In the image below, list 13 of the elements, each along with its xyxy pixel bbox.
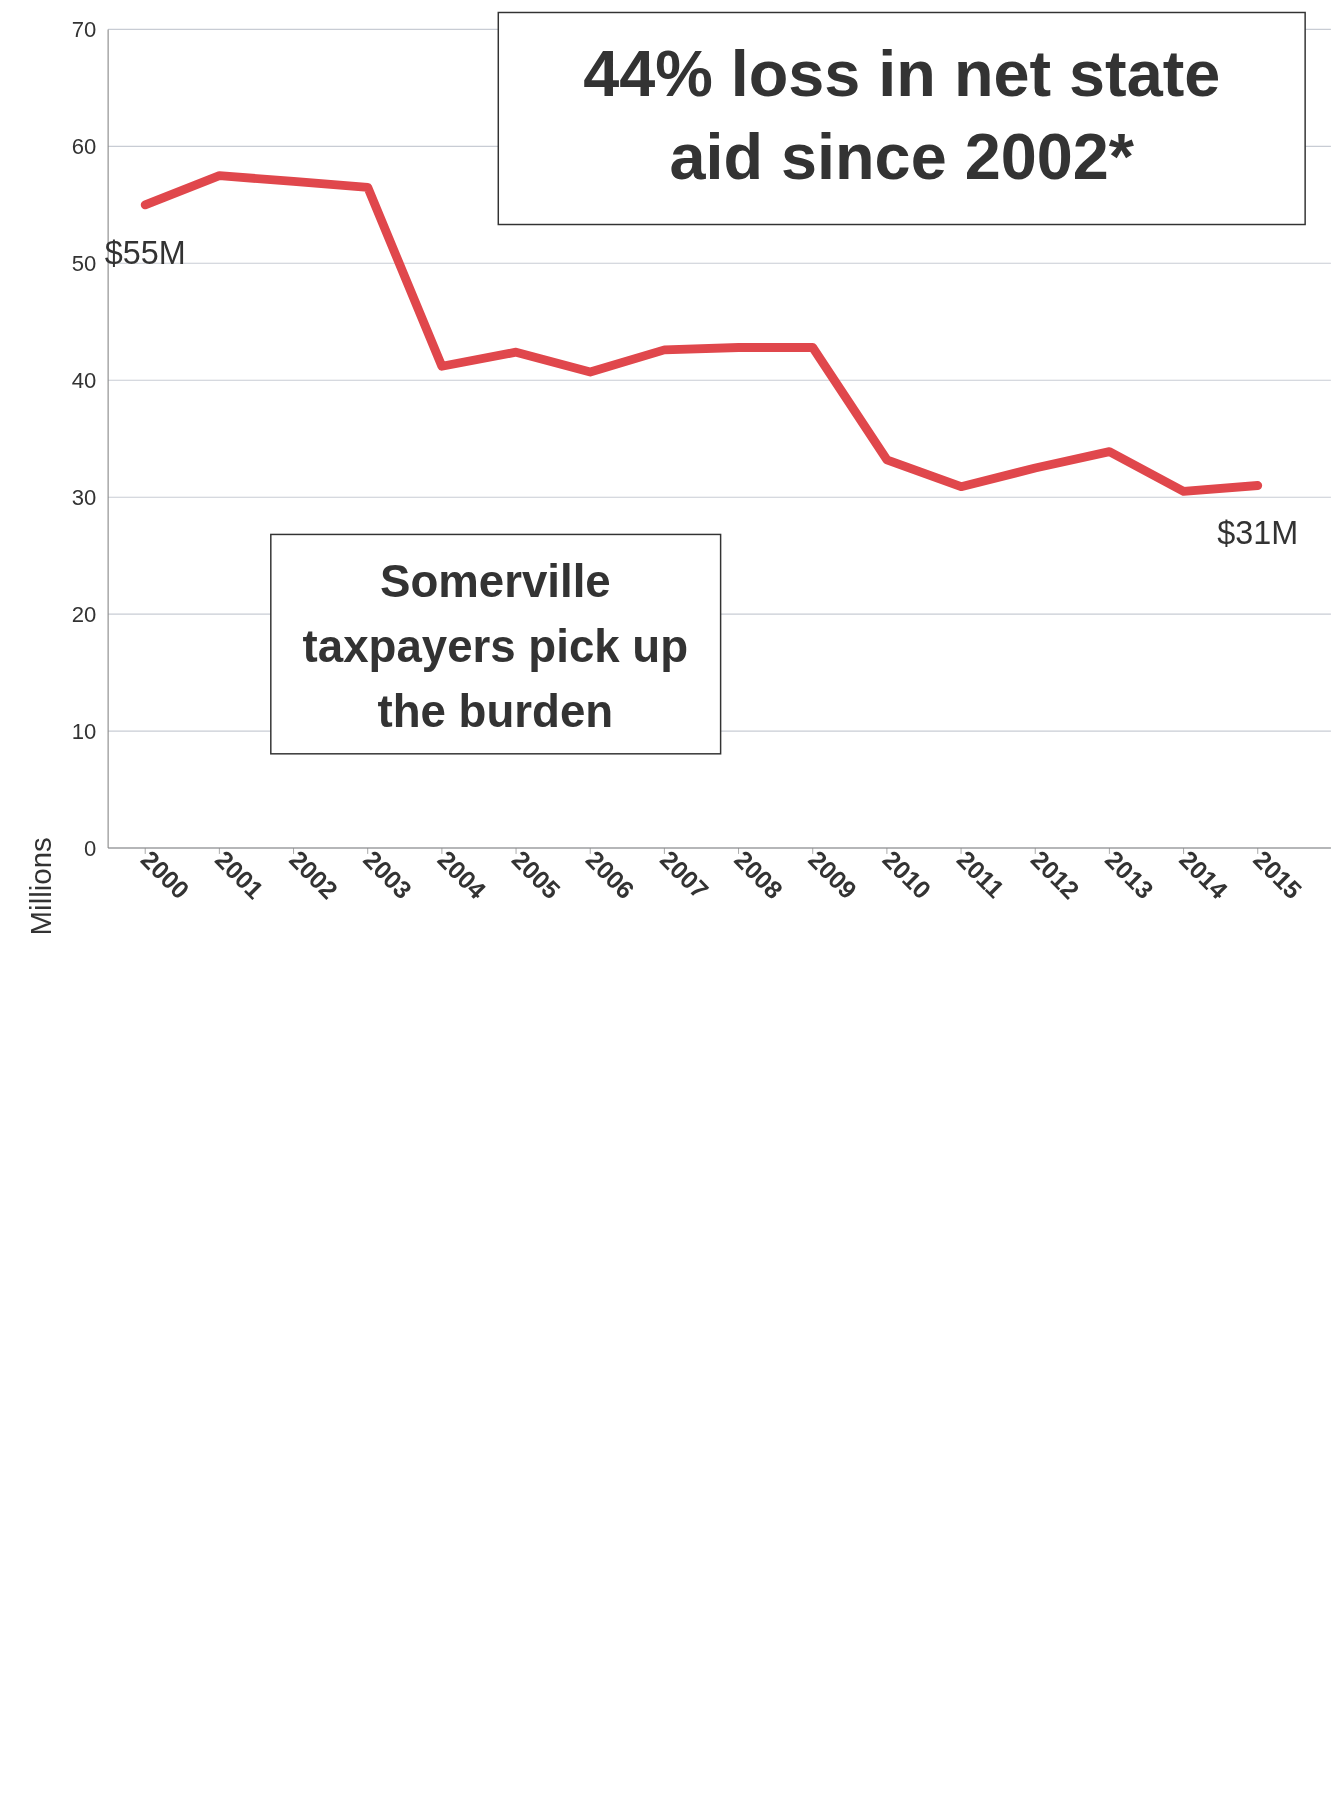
annotation: Somerville taxpayers pick up the burden — [302, 556, 689, 737]
text: 44% loss in net state aid since 2002* — [583, 37, 1221, 193]
y-axis-title: Millions — [23, 837, 57, 936]
y-tick-label: 30 — [71, 484, 97, 510]
data-label: $55M — [104, 234, 186, 271]
y-tick-label: 0 — [84, 835, 97, 861]
y-tick-label: 60 — [71, 134, 97, 160]
y-tick-label: 40 — [71, 367, 97, 393]
data-label: $31M — [1217, 515, 1299, 552]
y-tick-label: 10 — [71, 718, 97, 744]
y-tick-label: 70 — [71, 17, 97, 43]
y-tick-label: 50 — [71, 251, 97, 277]
y-tick-label: 20 — [71, 601, 97, 627]
